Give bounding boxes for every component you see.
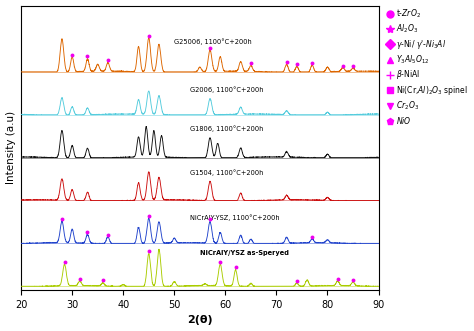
Text: G25006, 1100°C+200h: G25006, 1100°C+200h (174, 38, 252, 45)
Text: NiCrAlY/YSZ as-Speryed: NiCrAlY/YSZ as-Speryed (200, 250, 289, 256)
Text: G2006, 1100°C+200h: G2006, 1100°C+200h (190, 86, 263, 93)
Text: NiCrAlY-YSZ, 1100°C+200h: NiCrAlY-YSZ, 1100°C+200h (190, 214, 279, 221)
Text: G1806, 1100°C+200h: G1806, 1100°C+200h (190, 125, 263, 132)
Y-axis label: Intensity (a.u): Intensity (a.u) (6, 111, 16, 184)
Text: G1504, 1100°C+200h: G1504, 1100°C+200h (190, 169, 263, 176)
X-axis label: 2(θ): 2(θ) (187, 315, 213, 325)
Legend: t-$ZrO_2$, $Al_2O_3$, $\gamma$-Ni/ $\gamma$'-$Ni_3Al$, $Y_3Al_5O_{12}$, $\beta$-: t-$ZrO_2$, $Al_2O_3$, $\gamma$-Ni/ $\gam… (386, 7, 468, 127)
